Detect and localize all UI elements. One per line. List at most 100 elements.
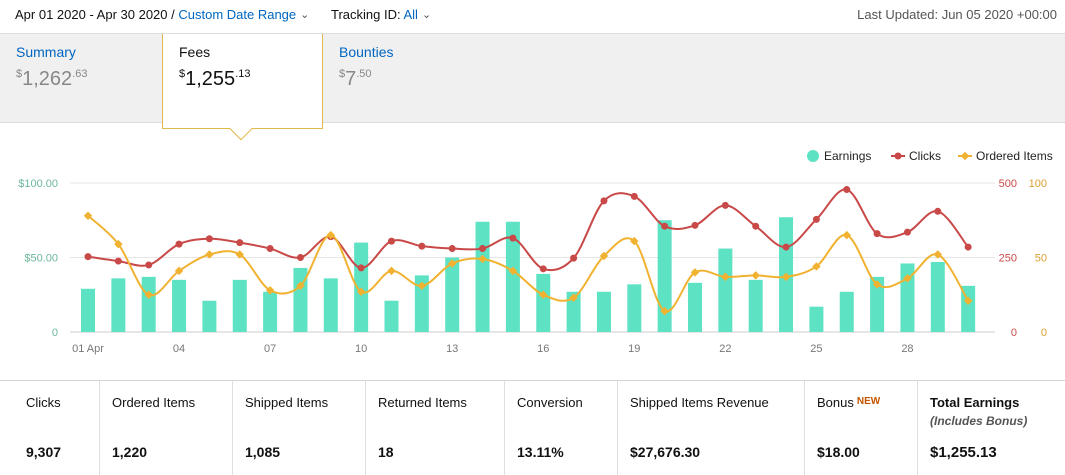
clicks-point: [296, 254, 304, 261]
ordered-items-line: [87, 215, 970, 313]
last-updated: Last Updated: Jun 05 2020 +00:00: [857, 7, 1057, 22]
ordered-items-point: [265, 286, 275, 295]
earnings-bar: [384, 300, 399, 332]
chevron-down-icon: ⌄: [421, 9, 432, 21]
clicks-point: [934, 207, 942, 215]
clicks-point: [752, 222, 760, 230]
ordered-items-point: [508, 266, 518, 276]
ordered-items-point: [114, 239, 123, 249]
stat-label: Shipped Items: [245, 395, 329, 410]
earnings-bar: [657, 220, 672, 332]
tracking-id-label: Tracking ID:: [330, 7, 401, 22]
x-tick-label: 10: [355, 343, 367, 355]
tab-bounties[interactable]: Bounties $7.50: [323, 34, 483, 124]
ordered-items-point: [296, 281, 305, 291]
ordered-items-point: [387, 266, 396, 276]
legend-ordered-items-marker: [960, 151, 970, 161]
earnings-bar: [232, 279, 247, 332]
earnings-bar: [445, 257, 460, 332]
clicks-point: [145, 261, 153, 269]
clicks-point: [843, 186, 851, 194]
stat-bonus: Bonus NEW $18.00: [804, 381, 917, 475]
clicks-point: [873, 230, 881, 238]
earnings-bar: [748, 279, 763, 332]
chevron-down-icon: ⌄: [300, 9, 310, 21]
ordered-items-point: [447, 259, 457, 268]
stats-bar: Clicks 9,307 Ordered Items 1,220 Shipped…: [0, 380, 1065, 475]
stat-value: 1,085: [245, 444, 281, 460]
top-bar: Apr 01 2020 - Apr 30 2020 / Custom Date …: [0, 0, 1065, 33]
earnings-bar: [505, 221, 520, 332]
custom-date-range-label: Custom Date Range: [178, 7, 297, 22]
tab-summary-title: Summary: [16, 44, 76, 60]
x-tick-label: 19: [628, 343, 640, 355]
stat-value: 1,220: [112, 444, 148, 460]
x-tick-label: 13: [446, 343, 458, 355]
legend-label: Earnings: [824, 149, 871, 163]
earnings-bar: [930, 261, 945, 332]
earnings-bar: [293, 267, 308, 332]
earnings-bar: [202, 300, 217, 332]
earnings-bar: [81, 288, 95, 332]
earnings-bar: [141, 276, 156, 332]
earnings-bar: [566, 291, 581, 332]
clicks-point: [600, 197, 608, 205]
clicks-point: [418, 242, 426, 250]
stat-clicks: Clicks 9,307: [0, 381, 99, 475]
stat-value: $27,676.30: [630, 444, 701, 460]
clicks-point: [661, 222, 669, 230]
earnings-bar: [839, 291, 854, 332]
earnings-bar: [596, 291, 611, 332]
x-tick-label: 04: [173, 343, 185, 355]
earnings-bar: [354, 242, 369, 332]
clicks-point: [539, 265, 547, 273]
stat-label: Clicks: [26, 395, 61, 410]
clicks-point: [691, 221, 699, 229]
ordered-items-point: [721, 272, 730, 282]
ordered-items-point: [751, 271, 760, 280]
legend-clicks-marker: [894, 152, 902, 160]
x-tick-label: 25: [810, 343, 822, 355]
x-tick-label: 22: [719, 343, 731, 355]
stat-label: Returned Items: [378, 395, 467, 410]
y-right-items-tick-label: 0: [1041, 327, 1047, 339]
clicks-point: [84, 253, 92, 261]
ordered-items-point: [235, 250, 244, 259]
new-badge: NEW: [856, 396, 881, 407]
y-right-items-tick-label: 50: [1035, 253, 1047, 265]
ordered-items-point: [417, 281, 427, 291]
legend-label: Ordered Items: [976, 149, 1053, 163]
stat-value: $18.00: [817, 444, 860, 460]
stat-returned-items: Returned Items 18: [365, 381, 504, 475]
tracking-id-dropdown[interactable]: Tracking ID: All ⌄: [331, 7, 431, 22]
stat-label: Total Earnings: [930, 395, 1020, 410]
stat-label: Conversion: [517, 395, 583, 410]
y-left-tick-label: $50.00: [24, 253, 58, 265]
earnings-bar: [718, 248, 733, 332]
earnings-bar: [809, 306, 824, 332]
y-right-clicks-tick-label: 250: [999, 253, 1017, 265]
ordered-items-point: [539, 290, 548, 299]
ordered-items-point: [812, 262, 821, 271]
tab-fees[interactable]: Fees $1,255.13: [162, 34, 323, 141]
y-right-items-tick-label: 100: [1029, 178, 1047, 190]
stat-conversion: Conversion 13.11%: [504, 381, 617, 475]
tracking-id-value: All: [403, 7, 418, 22]
stat-value: 13.11%: [517, 444, 564, 460]
earnings-bar: [323, 278, 338, 332]
clicks-point: [570, 254, 578, 262]
ordered-items-point: [478, 254, 487, 264]
clicks-point: [205, 235, 213, 243]
ordered-items-point: [356, 287, 366, 297]
clicks-point: [388, 237, 395, 245]
legend-label: Clicks: [909, 149, 941, 163]
y-left-tick-label: $100.00: [18, 178, 58, 190]
tab-summary[interactable]: Summary $1,262.63: [0, 34, 162, 124]
custom-date-range-dropdown[interactable]: Custom Date Range ⌄: [178, 7, 309, 22]
clicks-point: [630, 192, 638, 200]
clicks-point: [964, 243, 972, 251]
ordered-items-point: [205, 250, 214, 259]
stat-label: Ordered Items: [112, 395, 196, 410]
stat-shipped-items-revenue: Shipped Items Revenue $27,676.30: [617, 381, 804, 475]
